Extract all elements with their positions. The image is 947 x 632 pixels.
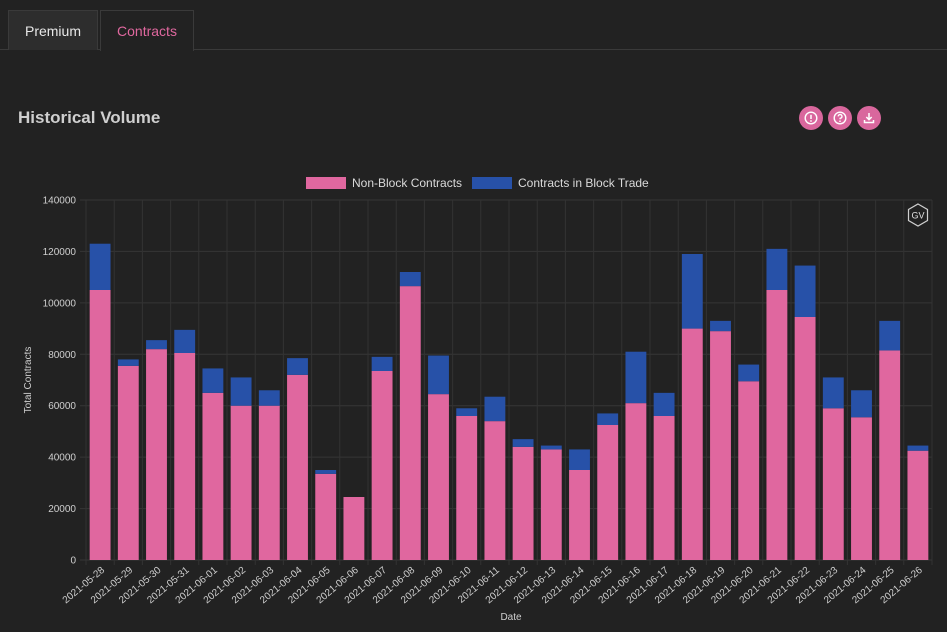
- bar-block-trade: [794, 265, 816, 317]
- bar-block-trade: [540, 445, 562, 450]
- bar-block-trade: [315, 470, 337, 474]
- bar-non-block: [258, 405, 280, 560]
- bar-non-block: [851, 417, 872, 560]
- bar-non-block: [202, 392, 224, 560]
- download-icon: [863, 113, 875, 124]
- bar-block-trade: [89, 243, 111, 290]
- help-button[interactable]: [828, 106, 852, 130]
- bar-block-trade: [879, 320, 901, 351]
- bar-block-trade: [174, 329, 196, 353]
- bar-non-block: [117, 365, 139, 560]
- bar-block-trade: [117, 359, 139, 366]
- bar-non-block: [371, 371, 393, 560]
- bar-non-block: [569, 470, 590, 560]
- bar-non-block: [484, 421, 506, 560]
- bar-non-block: [512, 446, 534, 560]
- x-axis-title: Date: [500, 612, 522, 623]
- volume-chart: 0200004000060000800001000001200001400002…: [23, 176, 933, 623]
- section-title: Historical Volume: [18, 108, 161, 127]
- gv-logo-icon: [907, 203, 929, 227]
- bar-block-trade: [484, 396, 506, 422]
- bar-non-block: [230, 405, 252, 560]
- bar-block-trade: [202, 368, 224, 393]
- bar-non-block: [822, 408, 844, 560]
- legend-label: Contracts in Block Trade: [518, 176, 649, 190]
- bar-block-trade: [822, 377, 844, 409]
- legend-label: Non-Block Contracts: [352, 176, 462, 190]
- bar-non-block: [428, 394, 449, 560]
- bar-non-block: [540, 449, 562, 560]
- help-icon: [833, 111, 847, 125]
- gv-logo-text: GV: [911, 211, 924, 221]
- bar-block-trade: [569, 449, 590, 470]
- bar-non-block: [174, 353, 196, 560]
- tab-bar: Premium Contracts: [0, 0, 947, 51]
- bar-non-block: [456, 416, 478, 560]
- bar-non-block: [653, 416, 675, 560]
- bar-non-block: [681, 328, 703, 560]
- bar-block-trade: [597, 413, 619, 425]
- download-button[interactable]: [857, 106, 881, 130]
- y-tick-label: 100000: [43, 298, 77, 309]
- y-tick-label: 120000: [43, 247, 77, 258]
- bar-block-trade: [428, 355, 449, 395]
- bar-non-block: [146, 349, 167, 560]
- bar-block-trade: [146, 340, 167, 350]
- bar-block-trade: [907, 445, 929, 451]
- bar-block-trade: [851, 390, 872, 418]
- bar-non-block: [738, 381, 760, 560]
- bar-block-trade: [710, 320, 731, 332]
- legend-swatch: [472, 177, 512, 189]
- y-tick-label: 140000: [43, 196, 77, 207]
- bar-non-block: [879, 350, 901, 560]
- bar-non-block: [597, 425, 619, 560]
- bar-block-trade: [766, 248, 788, 290]
- tab-premium[interactable]: Premium: [8, 10, 98, 50]
- bar-non-block: [399, 286, 421, 560]
- info-icon: [804, 111, 818, 125]
- y-tick-label: 20000: [48, 504, 76, 515]
- bar-block-trade: [258, 390, 280, 406]
- bar-block-trade: [456, 408, 478, 416]
- bar-non-block: [89, 290, 111, 560]
- info-button[interactable]: [799, 106, 823, 130]
- bar-non-block: [907, 450, 929, 560]
- y-tick-label: 80000: [48, 350, 76, 361]
- bar-block-trade: [681, 254, 703, 329]
- tab-contracts[interactable]: Contracts: [100, 10, 194, 51]
- bar-block-trade: [738, 364, 760, 382]
- legend-swatch: [306, 177, 346, 189]
- y-tick-label: 0: [70, 556, 76, 567]
- bar-block-trade: [371, 356, 393, 371]
- bar-non-block: [766, 290, 788, 560]
- bar-block-trade: [230, 377, 252, 406]
- y-tick-label: 40000: [48, 453, 76, 464]
- bar-block-trade: [653, 392, 675, 416]
- bar-block-trade: [512, 439, 534, 447]
- y-tick-label: 60000: [48, 401, 76, 412]
- bar-block-trade: [625, 351, 647, 404]
- bar-non-block: [287, 374, 308, 560]
- bar-non-block: [794, 317, 816, 560]
- y-axis-title: Total Contracts: [23, 347, 34, 414]
- bar-non-block: [625, 403, 647, 560]
- bar-non-block: [343, 497, 365, 560]
- bar-non-block: [710, 331, 731, 560]
- bar-non-block: [315, 473, 337, 560]
- bar-block-trade: [399, 272, 421, 287]
- bar-block-trade: [287, 358, 308, 375]
